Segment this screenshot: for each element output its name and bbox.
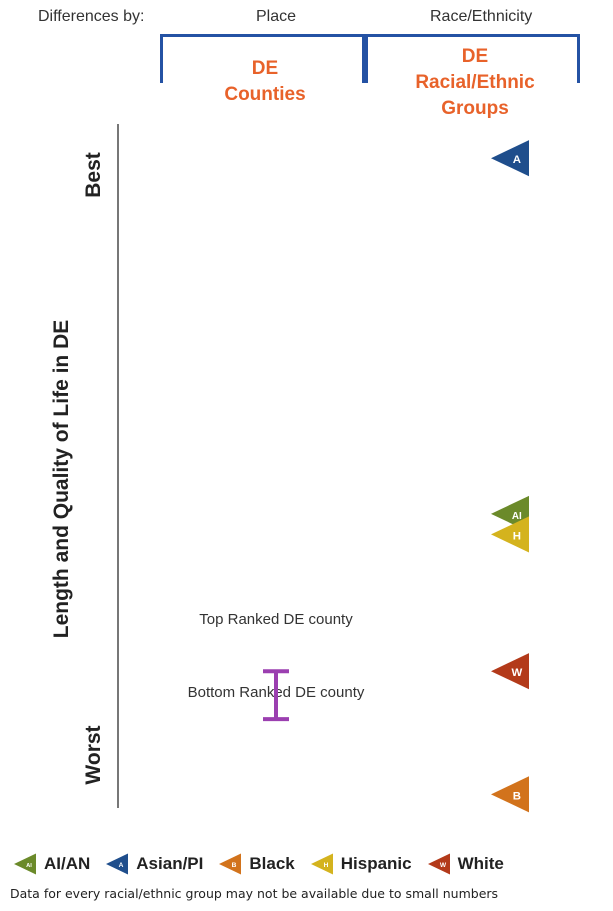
marker-hispanic-letter: H xyxy=(513,530,521,542)
top-county-label: Top Ranked DE county xyxy=(199,611,353,628)
legend-swatch-asian-pi-letter: A xyxy=(119,862,124,869)
legend-label-ai-an: AI/AN xyxy=(44,854,91,873)
footnote: Data for every racial/ethnic group may n… xyxy=(10,886,499,901)
legend-marker-black: B xyxy=(219,853,242,875)
legend-swatch-ai-an: AI xyxy=(14,853,36,875)
legend-swatch-hispanic-letter: H xyxy=(323,862,328,869)
legend-item-white: W White xyxy=(426,852,504,876)
legend-swatch-asian-pi-shape xyxy=(106,853,129,875)
marker-black: B xyxy=(491,776,529,813)
axis-line xyxy=(117,124,119,808)
legend-swatch-hispanic: H xyxy=(310,853,333,875)
racial-title-line3: Groups xyxy=(441,98,509,119)
legend-swatch-asian-pi: A xyxy=(106,853,129,875)
marker-asian-pi: A xyxy=(491,140,529,177)
racial-groups-title: DE Racial/Ethnic Groups xyxy=(385,44,565,122)
plot-area: A AI H W B xyxy=(263,140,529,813)
legend-swatch-white-letter: W xyxy=(439,862,446,869)
legend-swatch-black: B xyxy=(219,853,242,875)
legend-item-hispanic: H Hispanic xyxy=(309,852,412,876)
legend-item-ai-an: AI AI/AN xyxy=(12,852,90,876)
counties-title-line1: DE xyxy=(251,58,279,79)
legend-item-asian-pi: A Asian/PI xyxy=(104,852,203,876)
marker-white-letter: W xyxy=(511,667,522,679)
marker-asian-pi-shape xyxy=(491,140,529,177)
marker-white: W xyxy=(491,653,529,690)
differences-by-label: Differences by: xyxy=(38,8,145,25)
legend-label-black: Black xyxy=(249,854,295,873)
legend-swatch-ai-an-letter: AI xyxy=(26,863,32,869)
legend-label-white: White xyxy=(457,854,504,873)
marker-asian-pi-letter: A xyxy=(513,154,521,166)
legend-marker-asian-pi: A xyxy=(106,853,129,875)
legend-label-asian-pi: Asian/PI xyxy=(136,854,204,873)
racial-title-line2: Racial/Ethnic xyxy=(415,72,535,93)
race-ethnicity-label: Race/Ethnicity xyxy=(430,8,533,25)
legend-swatch-white: W xyxy=(427,853,450,875)
place-label: Place xyxy=(256,8,297,25)
marker-black-letter: B xyxy=(513,790,521,802)
legend-swatch-ai-an-shape xyxy=(14,853,36,875)
marker-ai-an-letter: AI xyxy=(512,511,522,522)
marker-hispanic-shape xyxy=(491,516,529,553)
race-bracket xyxy=(362,34,580,83)
counties-title-line2: Counties xyxy=(224,84,306,105)
marker-hispanic: H xyxy=(491,516,529,553)
legend-marker-hispanic: H xyxy=(310,853,333,875)
legend: AI AI/AN A Asian/PI B Black H Hispanic W White xyxy=(12,852,518,876)
legend-swatch-hispanic-shape xyxy=(310,853,333,875)
counties-title: DE Counties xyxy=(190,56,340,108)
marker-black-shape xyxy=(491,776,529,813)
legend-swatch-black-shape xyxy=(219,853,242,875)
racial-title-line1: DE xyxy=(461,46,489,67)
county-range-bar xyxy=(263,669,289,722)
legend-swatch-white-shape xyxy=(427,853,450,875)
place-bracket xyxy=(160,34,368,83)
legend-item-black: B Black xyxy=(217,852,295,876)
legend-swatch-black-letter: B xyxy=(232,862,237,869)
legend-marker-white: W xyxy=(427,853,450,875)
marker-white-shape xyxy=(491,653,529,690)
legend-marker-ai-an: AI xyxy=(14,853,36,875)
legend-label-hispanic: Hispanic xyxy=(340,854,412,873)
